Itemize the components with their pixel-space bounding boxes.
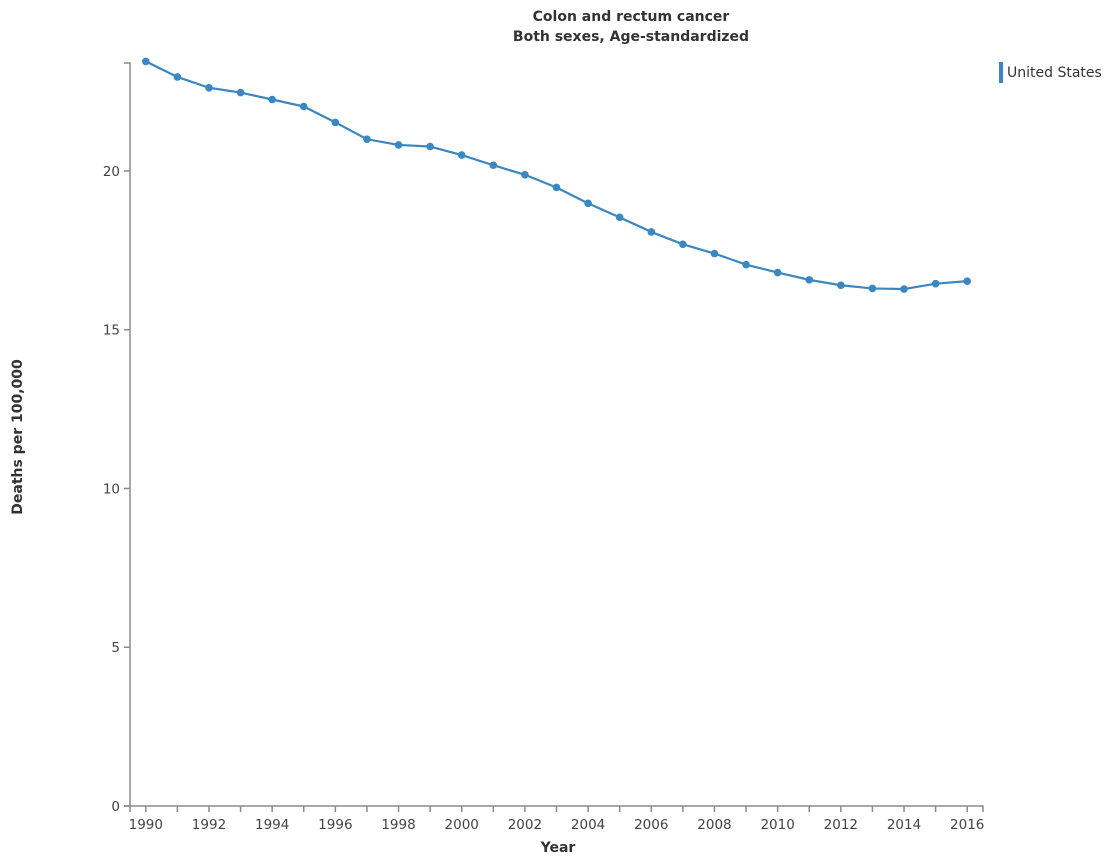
- data-point: [268, 95, 276, 104]
- data-point: [363, 135, 371, 144]
- x-tick-label: 2012: [824, 817, 858, 833]
- chart-subtitle: Both sexes, Age-standardized: [513, 29, 749, 45]
- y-tick-label: 20: [103, 164, 120, 180]
- data-point: [773, 268, 782, 277]
- x-tick-label: 2006: [634, 817, 668, 833]
- data-point: [868, 284, 877, 293]
- x-tick-label: 2016: [950, 817, 984, 833]
- x-tick-label: 1990: [129, 817, 163, 833]
- x-axis-title: Year: [540, 840, 576, 854]
- data-point: [521, 170, 529, 179]
- data-point: [457, 151, 466, 159]
- x-tick-label: 2002: [508, 817, 542, 833]
- y-tick-label: 5: [111, 640, 120, 656]
- data-point: [205, 83, 213, 92]
- data-point: [931, 279, 940, 288]
- x-tick-label: 1992: [192, 817, 226, 833]
- data-point: [900, 285, 908, 293]
- data-point: [837, 281, 845, 290]
- x-tick-label: 1998: [381, 817, 415, 833]
- x-tick-label: 1996: [318, 817, 352, 833]
- data-point: [489, 161, 498, 170]
- data-point: [552, 183, 561, 192]
- data-point: [742, 260, 750, 269]
- legend-label-united-states[interactable]: United States: [1007, 65, 1102, 81]
- legend-swatch-united-states: [999, 62, 1003, 83]
- data-point: [647, 228, 656, 236]
- data-point: [615, 213, 624, 222]
- x-tick-label: 2008: [697, 817, 731, 833]
- y-tick-label: 10: [103, 481, 120, 497]
- data-point: [805, 276, 814, 284]
- y-axis-title: Deaths per 100,000: [10, 359, 26, 515]
- data-point: [584, 199, 592, 208]
- y-axis-line: [124, 62, 131, 807]
- data-point: [142, 57, 150, 66]
- data-point: [236, 88, 245, 97]
- x-tick-label: 1994: [255, 817, 289, 833]
- data-point: [426, 142, 434, 151]
- y-tick-label: 0: [111, 799, 120, 815]
- y-tick-label: 15: [103, 323, 120, 339]
- data-point: [173, 73, 182, 81]
- x-tick-label: 2010: [760, 817, 794, 833]
- data-point: [710, 249, 719, 258]
- data-point: [394, 141, 403, 149]
- series-line-united-states: [144, 60, 969, 291]
- data-point: [331, 118, 340, 127]
- x-tick-label: 2000: [445, 817, 479, 833]
- data-point: [299, 102, 308, 111]
- x-tick-label: 2014: [887, 817, 921, 833]
- data-point: [679, 240, 687, 249]
- data-point: [963, 277, 971, 285]
- x-tick-label: 2004: [571, 817, 605, 833]
- chart-title: Colon and rectum cancer: [533, 9, 730, 25]
